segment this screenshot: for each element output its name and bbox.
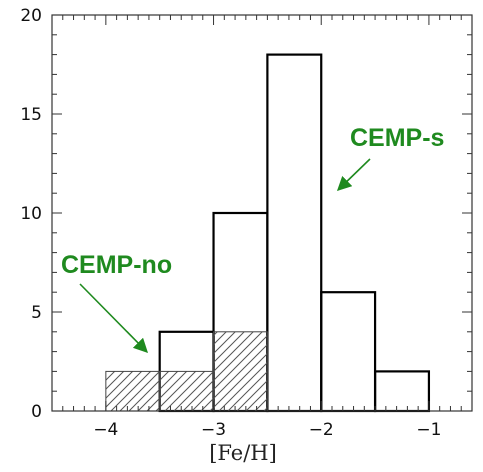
x-tick-label: −3 (201, 420, 226, 440)
annotation-cemp-no-arrow (79, 283, 149, 354)
axis-ticks (52, 15, 473, 411)
annotation-cemp-no: CEMP-no (61, 251, 172, 279)
y-tick-label: 15 (20, 105, 42, 125)
histogram-bar (320, 291, 377, 413)
x-tick-label: −1 (416, 420, 441, 440)
histogram-bar (373, 370, 431, 413)
hatched-bar (105, 370, 161, 412)
y-tick-label: 5 (31, 303, 42, 323)
x-tick-label: −2 (309, 420, 334, 440)
x-axis-tick-labels: −4 −3 −2 −1 (93, 420, 441, 440)
hatched-bar (159, 370, 215, 412)
histogram-bar (266, 53, 323, 413)
y-axis-tick-labels: 0 5 10 15 20 (20, 6, 42, 422)
x-axis-title: [Fe/H] (209, 441, 277, 465)
plot-frame (51, 14, 473, 412)
x-tick-label: −4 (93, 420, 118, 440)
y-tick-label: 10 (20, 204, 42, 224)
y-tick-label: 0 (31, 402, 42, 422)
annotation-cemp-s: CEMP-s (350, 124, 444, 152)
y-tick-label: 20 (20, 6, 42, 26)
histogram-bars (105, 53, 431, 413)
annotation-cemp-s-arrow (336, 158, 371, 192)
hatched-bar (213, 331, 268, 412)
